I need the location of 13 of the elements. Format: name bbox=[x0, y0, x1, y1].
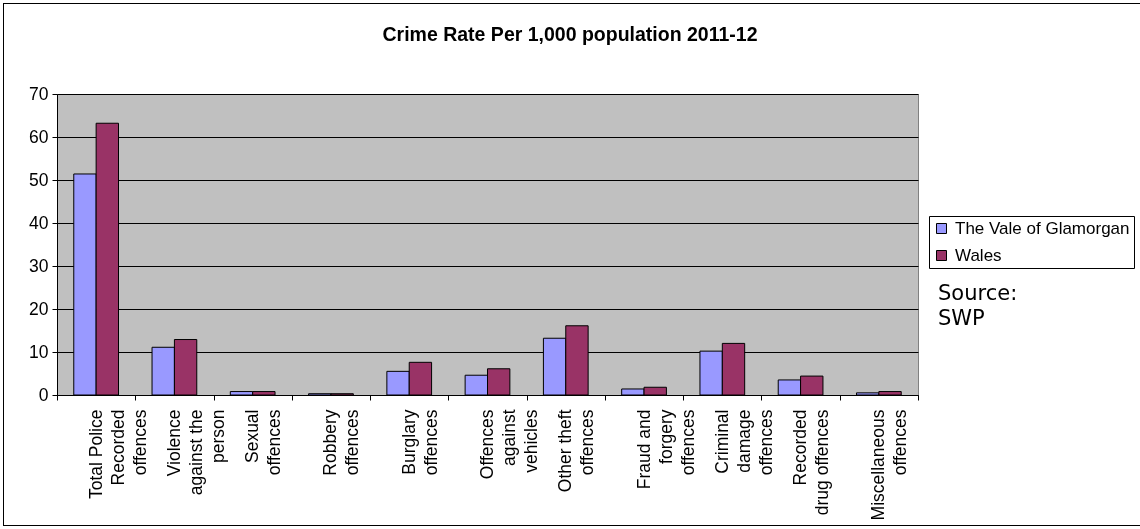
y-tick-label: 20 bbox=[29, 298, 49, 319]
legend-label: The Vale of Glamorgan bbox=[955, 218, 1130, 238]
y-tick-label: 10 bbox=[29, 341, 49, 362]
y-tick-label: 50 bbox=[29, 169, 49, 190]
y-tick-label: 40 bbox=[29, 212, 49, 233]
legend-label: Wales bbox=[955, 245, 1002, 265]
chart-title: Crime Rate Per 1,000 population 2011-12 bbox=[382, 22, 758, 45]
y-tick-label: 30 bbox=[29, 255, 49, 276]
y-tick-label: 70 bbox=[29, 83, 49, 104]
y-tick-label: 60 bbox=[29, 126, 49, 147]
y-tick-label: 0 bbox=[38, 384, 49, 405]
source-note: Source: SWP bbox=[938, 281, 1018, 330]
x-tick-label: Total Police Recorded offences bbox=[85, 409, 150, 499]
